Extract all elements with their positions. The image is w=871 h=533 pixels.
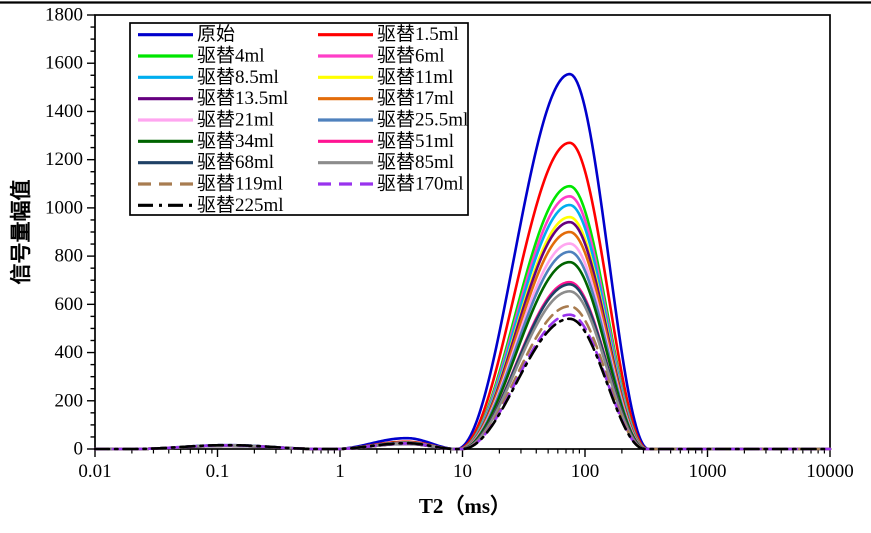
legend-label: 驱替1.5ml — [377, 23, 459, 45]
legend-label: 驱替17ml — [377, 87, 454, 109]
series-curve — [93, 317, 832, 451]
legend-entry: 驱替13.5ml — [138, 87, 288, 109]
legend-entry: 原始 — [138, 23, 235, 45]
series-curve — [93, 283, 832, 451]
legend-label: 驱替8.5ml — [197, 66, 279, 88]
x-tick-label: 10 — [453, 461, 472, 482]
legend-label: 驱替85ml — [377, 151, 454, 173]
legend-entry: 驱替4ml — [138, 45, 265, 67]
legend-entry: 驱替25.5ml — [318, 109, 468, 131]
legend-entry: 驱替34ml — [138, 130, 274, 152]
y-tick-label: 600 — [55, 294, 84, 315]
series-curve — [93, 242, 832, 451]
y-tick-label: 0 — [74, 439, 84, 460]
x-tick-label: 1 — [335, 461, 345, 482]
legend-entry: 驱替17ml — [318, 87, 454, 109]
legend-entry: 驱替1.5ml — [318, 23, 459, 45]
series-curve — [93, 195, 832, 451]
series-curve — [93, 304, 832, 451]
legend-label: 驱替21ml — [197, 109, 274, 131]
y-tick-label: 400 — [55, 342, 84, 363]
legend-entry: 驱替6ml — [318, 45, 445, 67]
x-tick-label: 1000 — [689, 461, 727, 482]
series-curves — [93, 72, 832, 451]
y-axis-title: 信号量幅值 — [9, 180, 33, 285]
x-tick-label: 0.01 — [78, 461, 111, 482]
x-axis-title: T2（ms） — [419, 494, 511, 518]
legend-label: 驱替25.5ml — [377, 109, 468, 131]
series-curve — [93, 250, 832, 451]
legend-entry: 驱替225ml — [138, 194, 284, 216]
legend-label: 驱替68ml — [197, 151, 274, 173]
y-tick-label: 1400 — [45, 101, 83, 122]
legend-label: 原始 — [197, 23, 235, 45]
series-curve — [93, 220, 832, 451]
series-curve — [93, 313, 832, 451]
legend-entry: 驱替68ml — [138, 151, 274, 173]
legend-entry: 驱替21ml — [138, 109, 274, 131]
legend-label: 驱替170ml — [377, 173, 464, 195]
legend-entry: 驱替85ml — [318, 151, 454, 173]
legend-label: 驱替4ml — [197, 45, 265, 67]
x-tick-label: 100 — [571, 461, 600, 482]
x-tick-label: 10000 — [806, 461, 854, 482]
legend-entry: 驱替11ml — [318, 66, 453, 88]
series-curve — [93, 203, 832, 451]
y-tick-label: 1200 — [45, 149, 83, 170]
y-tick-label: 1000 — [45, 197, 83, 218]
y-tick-label: 200 — [55, 390, 84, 411]
legend-label: 驱替6ml — [377, 45, 445, 67]
series-curve — [93, 215, 832, 451]
legend-label: 驱替11ml — [377, 66, 453, 88]
legend-entry: 驱替8.5ml — [138, 66, 279, 88]
series-curve — [93, 260, 832, 451]
y-tick-label: 1800 — [45, 5, 83, 26]
series-curve — [93, 290, 832, 451]
legend-entry: 驱替51ml — [318, 130, 454, 152]
legend-label: 驱替225ml — [197, 194, 284, 216]
legend: 原始 驱替1.5ml 驱替4ml 驱替6ml 驱替8.5ml 驱替11ml 驱替13.5ml… — [129, 22, 469, 216]
y-tick-label: 800 — [55, 246, 84, 267]
legend-label: 驱替119ml — [197, 173, 283, 195]
legend-entry: 驱替170ml — [318, 173, 464, 195]
series-curve — [93, 184, 832, 451]
axis-tick-labels: 0 200 400 600 800 1000 1200 1400 1600 1800 0.01 0.1… — [45, 5, 854, 483]
series-curve — [93, 280, 832, 451]
legend-entry: 驱替119ml — [138, 173, 283, 195]
legend-label: 驱替51ml — [377, 130, 454, 152]
legend-label: 驱替34ml — [197, 130, 274, 152]
series-curve — [93, 230, 832, 451]
x-tick-label: 0.1 — [206, 461, 230, 482]
legend-label: 驱替13.5ml — [197, 87, 288, 109]
y-tick-label: 1600 — [45, 53, 83, 74]
